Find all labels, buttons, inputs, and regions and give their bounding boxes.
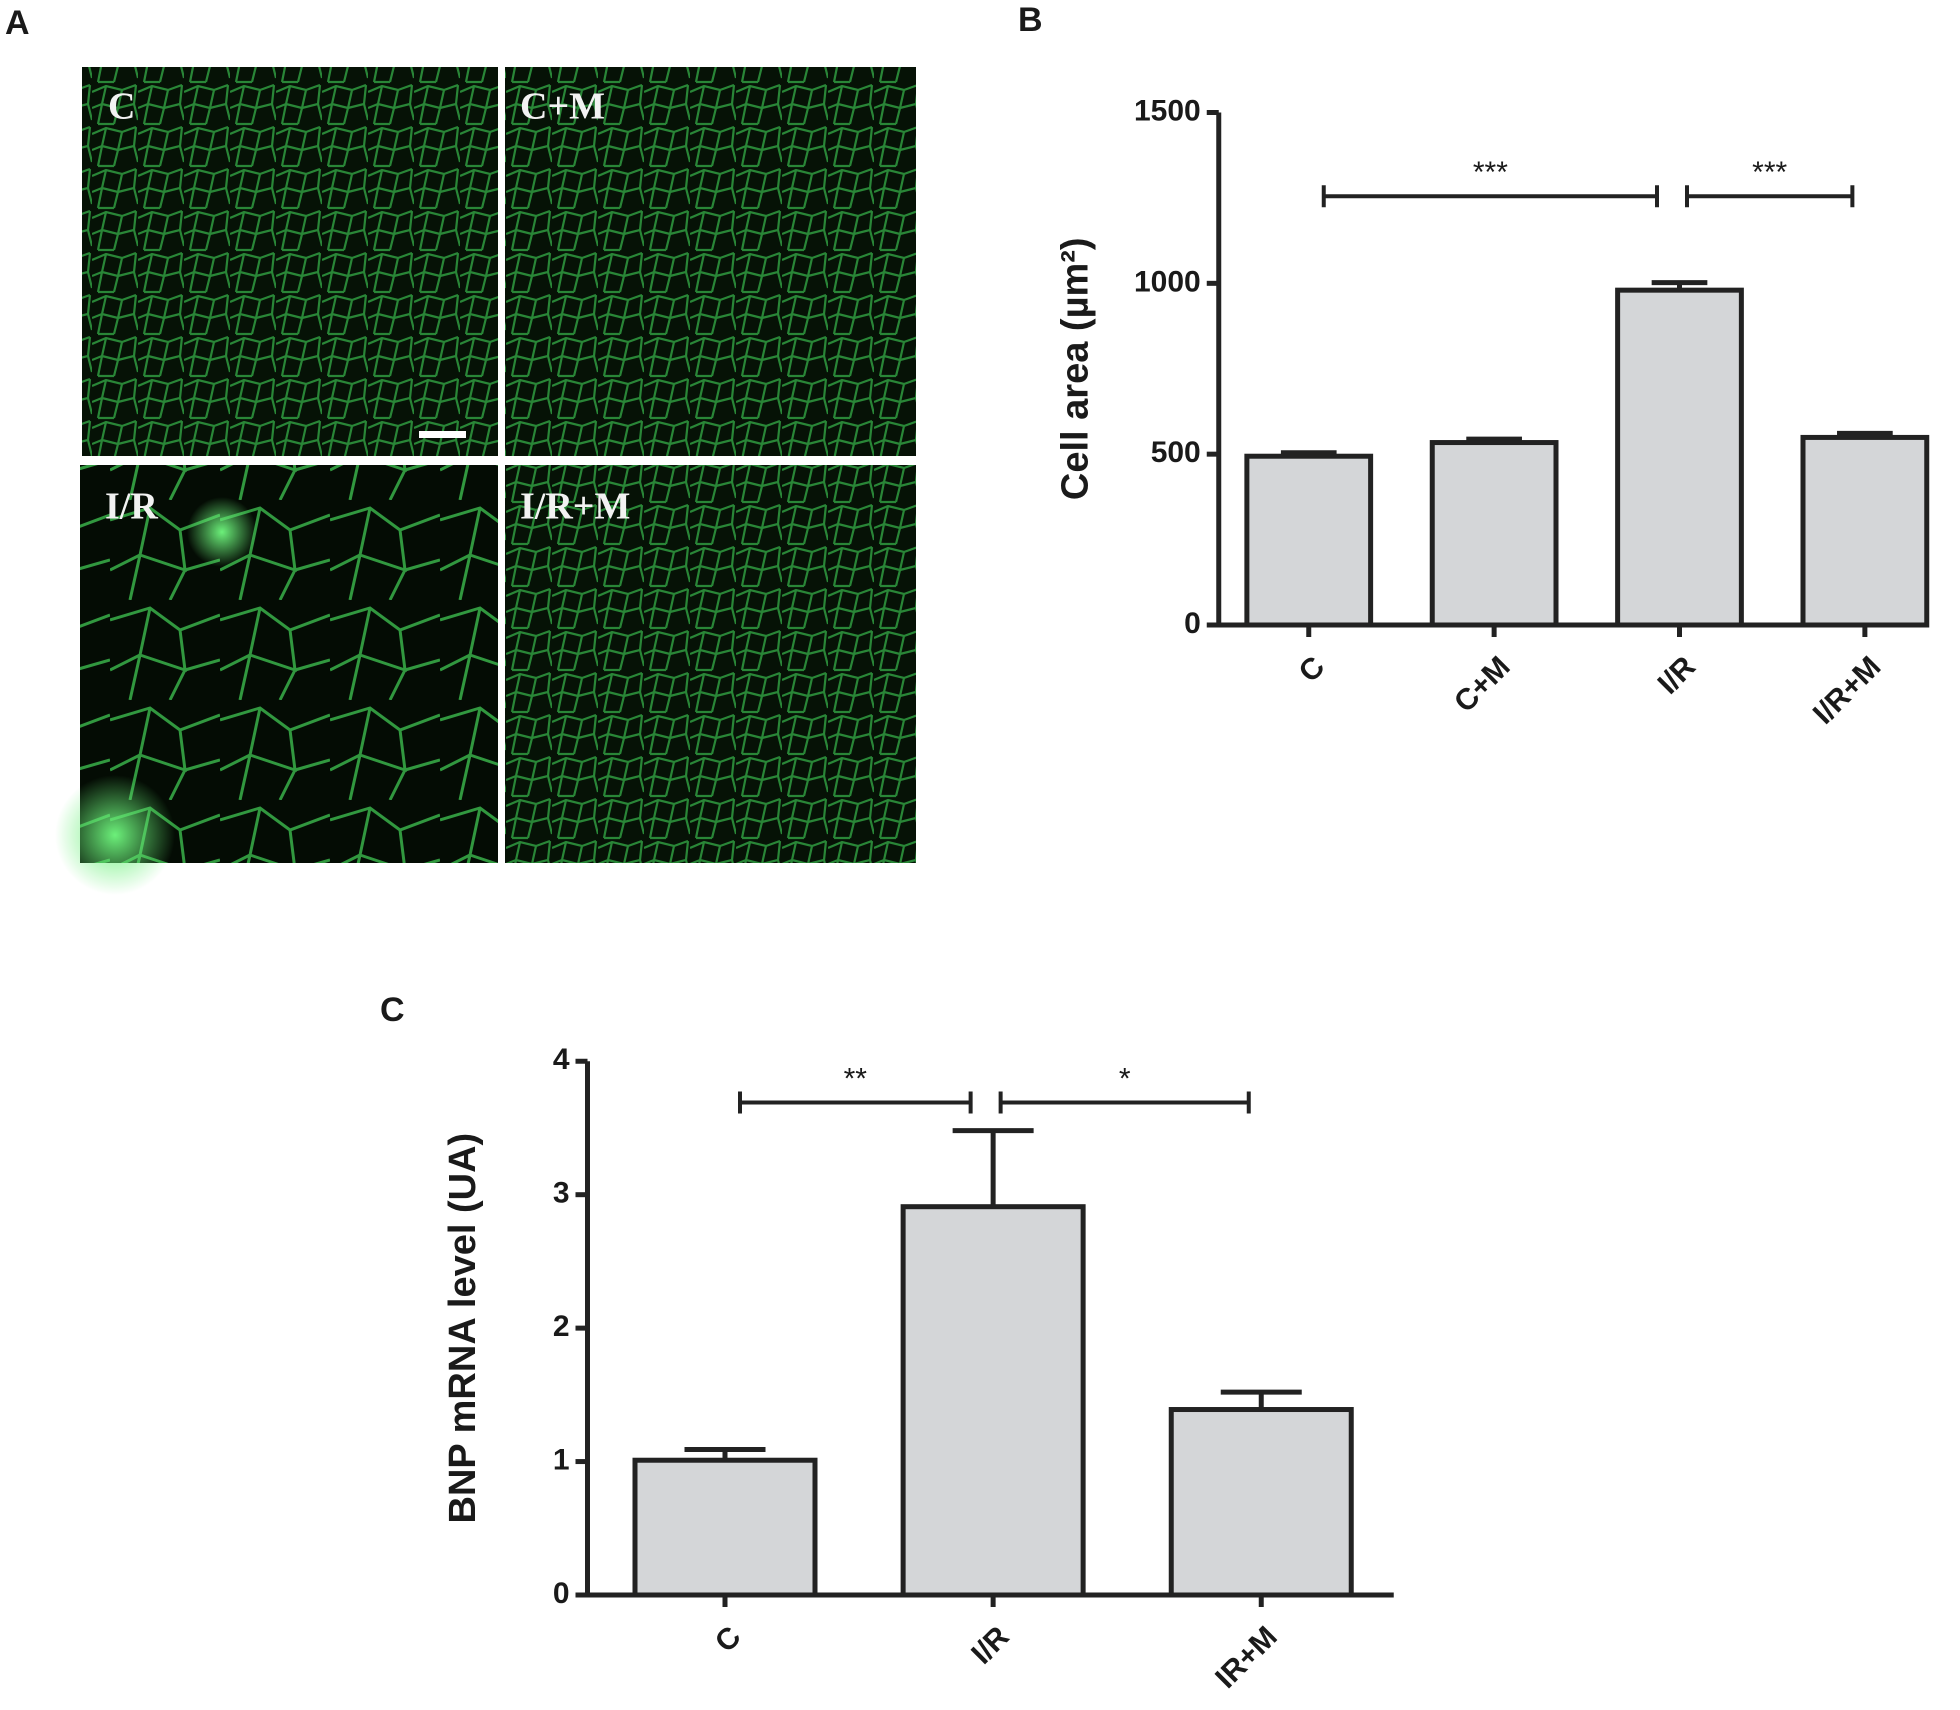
panel-label: A	[5, 4, 30, 42]
x-tick-label: C+M	[1448, 650, 1517, 719]
micrograph	[505, 67, 916, 456]
bar	[900, 1204, 1086, 1598]
micrograph-label: C	[108, 86, 135, 128]
glow	[55, 775, 175, 895]
x-tick-label: C	[709, 1620, 748, 1659]
micrograph-label: I/R+M	[520, 486, 630, 528]
y-tick-label: 4	[553, 1043, 570, 1076]
y-axis-label: Cell area (µm²)	[1055, 237, 1097, 500]
significance-label: *	[1119, 1062, 1131, 1095]
panel-label: B	[1018, 1, 1043, 39]
bar	[1615, 287, 1744, 628]
y-tick-label: 1	[553, 1443, 570, 1476]
glow	[187, 497, 257, 567]
y-axis-label: BNP mRNA level (UA)	[442, 1133, 484, 1524]
x-tick-label: IR+M	[1209, 1620, 1284, 1695]
significance-label: ***	[1752, 156, 1787, 189]
micrograph-label: C+M	[520, 86, 605, 128]
x-tick-label: C	[1293, 650, 1332, 689]
bar	[1244, 453, 1374, 628]
bar	[1429, 440, 1559, 628]
y-tick-label: 0	[553, 1577, 570, 1610]
micrograph	[505, 465, 916, 863]
bar	[632, 1457, 818, 1598]
x-tick-label: I/R	[965, 1620, 1016, 1671]
significance-label: **	[844, 1062, 868, 1095]
bar	[1168, 1407, 1354, 1598]
y-tick-label: 1000	[1134, 265, 1201, 298]
micrograph	[82, 67, 498, 456]
y-tick-label: 500	[1151, 436, 1201, 469]
x-tick-label: I/R+M	[1807, 650, 1888, 731]
micrograph-panel: C C+M I/R I/R+M	[55, 67, 916, 895]
micrograph-label: I/R	[105, 486, 158, 528]
scale-bar	[419, 431, 466, 438]
y-tick-label: 0	[1184, 607, 1201, 640]
y-tick-label: 1500	[1134, 94, 1201, 127]
y-tick-label: 2	[553, 1310, 570, 1343]
panel-label: C	[380, 991, 405, 1029]
y-tick-label: 3	[553, 1177, 570, 1210]
x-tick-label: I/R	[1652, 650, 1703, 701]
bar	[1800, 434, 1930, 628]
significance-label: ***	[1473, 156, 1508, 189]
